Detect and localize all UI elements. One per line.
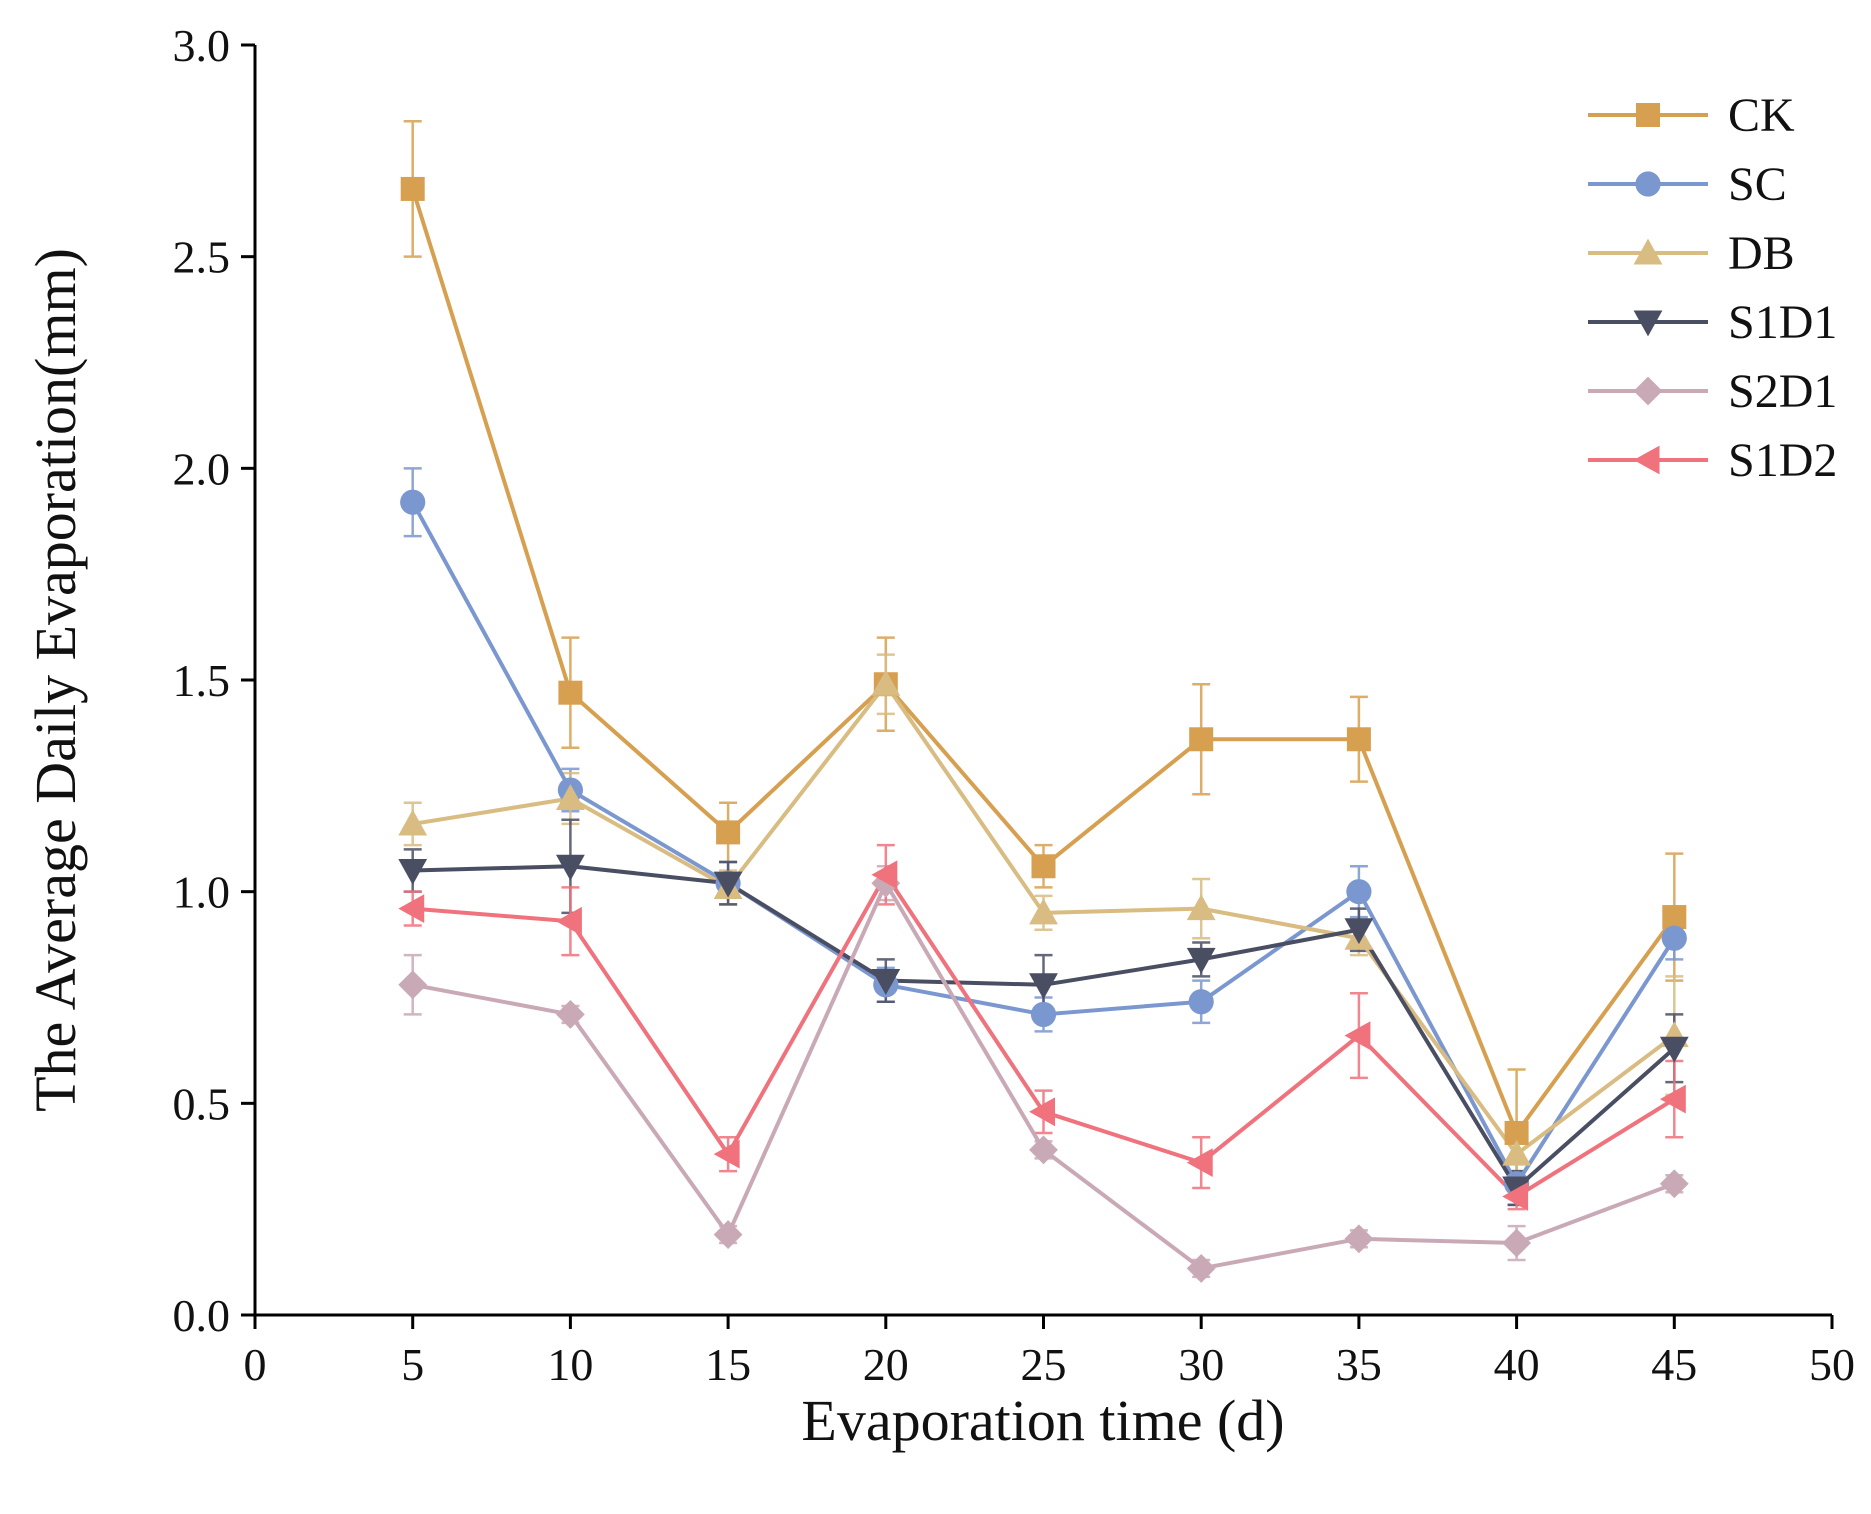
x-tick-label: 40	[1494, 1339, 1540, 1390]
point-s1d2	[871, 860, 898, 890]
point-ck	[1346, 727, 1371, 752]
point-sc	[1661, 925, 1687, 951]
x-axis-title: Evaporation time (d)	[801, 1388, 1284, 1453]
point-s1d2	[1502, 1182, 1529, 1211]
legend-label-ck: CK	[1728, 89, 1795, 142]
x-tick-label: 25	[1021, 1339, 1067, 1390]
point-ck	[400, 176, 425, 201]
y-tick-label: 2.0	[173, 443, 231, 494]
point-s2d1	[1186, 1254, 1216, 1283]
point-s2d1	[556, 1000, 585, 1029]
legend-item-s1d2: S1D2	[1588, 434, 1837, 487]
point-db	[556, 784, 585, 811]
y-tick-label: 1.5	[173, 655, 231, 706]
y-tick-label: 2.5	[173, 232, 231, 283]
legend-label-sc: SC	[1728, 158, 1787, 211]
legend-marker-sc	[1635, 171, 1661, 197]
point-db	[871, 669, 901, 696]
point-sc	[1188, 989, 1214, 1015]
point-db	[398, 809, 428, 836]
legend-marker-s2d1	[1633, 376, 1663, 406]
point-s1d2	[1659, 1084, 1686, 1114]
legend-label-s1d1: S1D1	[1728, 296, 1837, 349]
point-sc	[1346, 879, 1372, 905]
legend-item-ck: CK	[1588, 89, 1795, 142]
point-s1d1	[556, 854, 585, 881]
point-ck	[1031, 854, 1056, 879]
point-s1d1	[1186, 947, 1216, 974]
y-tick-label: 0.0	[173, 1290, 231, 1341]
y-tick-label: 3.0	[173, 20, 231, 71]
x-tick-label: 10	[547, 1339, 593, 1390]
y-tick-label: 1.0	[173, 867, 231, 918]
point-s2d1	[398, 970, 428, 1000]
x-tick-label: 0	[244, 1339, 267, 1390]
point-sc	[1030, 1001, 1057, 1028]
x-tick-label: 30	[1178, 1339, 1224, 1390]
point-db	[1502, 1139, 1531, 1166]
x-tick-label: 45	[1651, 1339, 1697, 1390]
point-s1d1	[398, 858, 428, 885]
point-s1d2	[713, 1139, 740, 1169]
point-s1d2	[1186, 1148, 1213, 1177]
point-s1d1	[871, 969, 901, 995]
point-ck	[1189, 727, 1214, 752]
y-tick-label: 0.5	[173, 1078, 231, 1129]
point-s1d2	[398, 894, 425, 923]
point-s2d1	[713, 1220, 743, 1249]
point-s1d2	[1029, 1097, 1056, 1127]
x-tick-label: 35	[1336, 1339, 1382, 1390]
point-s2d1	[1659, 1169, 1689, 1199]
point-s2d1	[1344, 1224, 1374, 1254]
legend-item-db: DB	[1588, 227, 1795, 280]
point-ck	[558, 680, 583, 705]
point-s1d1	[1344, 918, 1374, 945]
point-ck	[716, 820, 741, 845]
legend: CK SC DB S1D1 S2D1 S1D2	[1588, 89, 1837, 487]
legend-label-s2d1: S2D1	[1728, 365, 1837, 418]
legend-item-sc: SC	[1588, 158, 1787, 211]
legend-marker-ck	[1636, 103, 1660, 127]
legend-item-s1d1: S1D1	[1588, 296, 1837, 349]
legend-label-db: DB	[1728, 227, 1795, 280]
point-s1d2	[556, 906, 582, 936]
y-axis-title: The Average Daily Evaporation(mm)	[23, 248, 88, 1112]
point-s1d1	[713, 871, 743, 898]
point-db	[1186, 894, 1216, 921]
x-tick-label: 20	[863, 1339, 909, 1390]
x-tick-label: 5	[401, 1339, 424, 1390]
legend-marker-db	[1633, 238, 1663, 265]
x-ticks: 0 5 10 15 20 25 30 35 40 45 50	[244, 1315, 1855, 1390]
error-bars	[403, 119, 1684, 1279]
y-ticks: 0.0 0.5 1.0 1.5 2.0 2.5 3.0	[173, 20, 255, 1341]
x-tick-label: 15	[705, 1339, 751, 1390]
point-s1d1	[1659, 1036, 1689, 1063]
legend-marker-s1d1	[1633, 310, 1663, 337]
point-s1d2	[1344, 1021, 1371, 1050]
point-db	[1029, 898, 1058, 925]
point-s2d1	[1502, 1228, 1531, 1258]
series-line-sc	[410, 501, 1676, 1186]
point-s2d1	[1029, 1135, 1058, 1165]
legend-label-s1d2: S1D2	[1728, 434, 1837, 487]
point-ck	[1662, 905, 1687, 930]
legend-marker-s1d2	[1633, 445, 1660, 475]
x-tick-label: 50	[1809, 1339, 1855, 1390]
point-sc	[400, 489, 426, 515]
point-s1d1	[1029, 973, 1058, 1000]
series-markers	[398, 176, 1689, 1283]
series-line-s2d1	[412, 881, 1676, 1271]
legend-item-s2d1: S2D1	[1588, 365, 1837, 418]
